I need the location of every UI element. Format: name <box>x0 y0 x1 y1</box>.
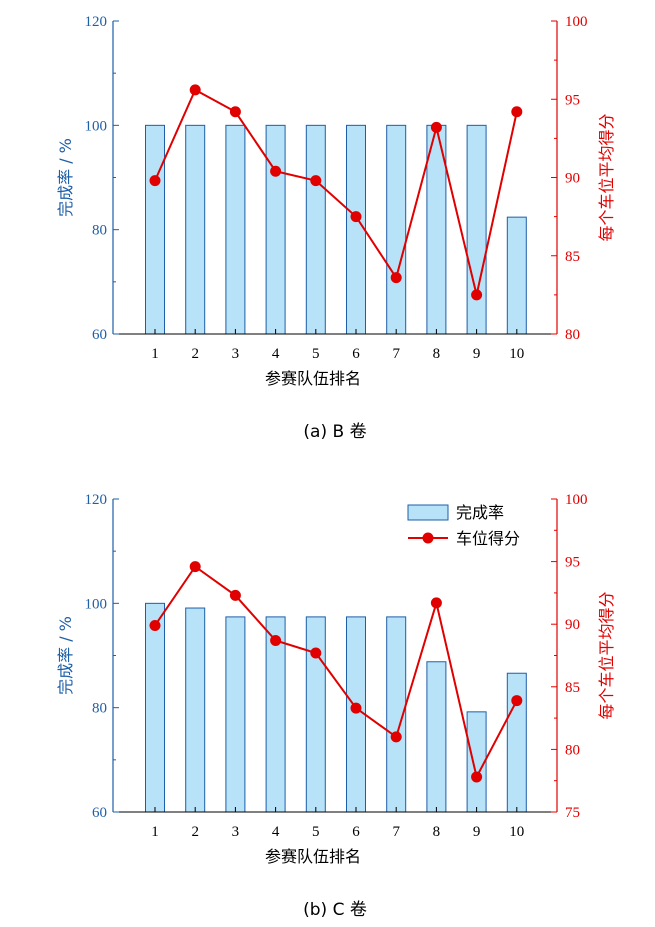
x-tick-label: 2 <box>191 346 199 362</box>
bar <box>426 661 447 813</box>
bar <box>225 616 246 813</box>
score-point <box>471 289 483 301</box>
right-tick-label: 100 <box>565 14 588 30</box>
score-line <box>154 88 518 296</box>
x-tick-label: 4 <box>272 824 280 840</box>
score-point <box>229 106 241 118</box>
legend-line-marker <box>422 532 434 544</box>
right-tick-label: 100 <box>565 492 588 508</box>
bar <box>185 607 206 813</box>
left-tick-label: 80 <box>92 701 107 717</box>
chart-a: 60 80 100 120 80 85 90 95 100 1 2 3 4 5 6 7 8 9 10 参赛队伍排名 完成… <box>56 14 616 442</box>
bar <box>506 672 527 813</box>
left-tick-label: 80 <box>92 223 107 239</box>
score-point <box>430 597 442 609</box>
x-tick-label: 9 <box>473 824 481 840</box>
right-axis-label: 每个车位平均得分 <box>597 113 616 241</box>
right-tick-label: 80 <box>565 742 580 758</box>
left-tick-label: 120 <box>85 14 108 30</box>
x-tick-label: 6 <box>352 824 360 840</box>
bar <box>305 616 326 813</box>
chart-b: 60 80 100 120 75 80 85 90 95 100 1 2 3 4 5 6 7 8 9 10 参赛队伍排名… <box>56 492 616 920</box>
left-tick-label: 60 <box>92 805 107 821</box>
right-tick-label: 85 <box>565 249 580 265</box>
bar <box>225 124 246 335</box>
right-tick-label: 95 <box>565 92 580 108</box>
x-tick-label: 5 <box>312 824 320 840</box>
score-point <box>270 634 282 646</box>
x-tick-label: 1 <box>151 346 159 362</box>
score-point <box>390 272 402 284</box>
left-tick-label: 60 <box>92 327 107 343</box>
bar <box>466 711 487 813</box>
bar <box>346 616 366 813</box>
score-point <box>229 589 241 601</box>
x-tick-label: 6 <box>352 346 360 362</box>
x-tick-label: 5 <box>312 346 320 362</box>
x-tick-label: 10 <box>509 346 524 362</box>
score-point <box>149 619 161 631</box>
score-point <box>149 175 161 187</box>
x-tick-label: 8 <box>433 824 441 840</box>
chart-caption: (a) B 卷 <box>303 422 366 442</box>
score-point <box>390 731 402 743</box>
x-tick-label: 4 <box>272 346 280 362</box>
x-tick-label: 7 <box>392 346 400 362</box>
score-point <box>270 165 282 177</box>
right-axis-label: 每个车位平均得分 <box>597 591 616 719</box>
bar <box>145 602 165 813</box>
bar <box>346 124 366 335</box>
x-tick-label: 10 <box>509 824 524 840</box>
x-tick-label: 9 <box>473 346 481 362</box>
score-point <box>310 647 322 659</box>
right-tick-label: 80 <box>565 327 580 343</box>
x-axis-label: 参赛队伍排名 <box>265 847 361 866</box>
right-tick-label: 90 <box>565 617 580 633</box>
x-tick-label: 3 <box>232 824 240 840</box>
x-tick-label: 3 <box>232 346 240 362</box>
legend-bar-label: 完成率 <box>456 503 504 522</box>
score-point <box>350 211 362 223</box>
score-point <box>511 106 523 118</box>
right-tick-label: 95 <box>565 555 580 571</box>
left-tick-label: 120 <box>85 492 108 508</box>
legend-line-label: 车位得分 <box>456 529 520 548</box>
chart-caption: (b) C 卷 <box>303 900 367 920</box>
bar <box>466 124 487 335</box>
score-point <box>310 175 322 187</box>
bar <box>305 124 326 335</box>
score-line <box>154 565 518 780</box>
x-tick-label: 8 <box>433 346 441 362</box>
x-axis-label: 参赛队伍排名 <box>265 369 361 388</box>
right-tick-label: 85 <box>565 680 580 696</box>
score-point <box>430 121 442 133</box>
legend-bar-swatch <box>407 504 449 521</box>
x-tick-label: 7 <box>392 824 400 840</box>
x-tick-label: 2 <box>191 824 199 840</box>
score-point <box>189 84 201 96</box>
left-axis-label: 完成率 / % <box>56 616 75 695</box>
bar <box>506 216 527 335</box>
bar <box>265 124 286 335</box>
bar <box>265 616 286 813</box>
bar <box>185 124 206 335</box>
bar <box>145 124 165 335</box>
right-tick-label: 90 <box>565 171 580 187</box>
left-axis-label: 完成率 / % <box>56 138 75 217</box>
bar <box>386 124 407 335</box>
score-point <box>471 771 483 783</box>
x-tick-label: 1 <box>151 824 159 840</box>
right-tick-label: 75 <box>565 805 580 821</box>
left-tick-label: 100 <box>85 596 108 612</box>
score-point <box>350 702 362 714</box>
left-tick-label: 100 <box>85 118 108 134</box>
score-point <box>189 561 201 573</box>
score-point <box>511 695 523 707</box>
